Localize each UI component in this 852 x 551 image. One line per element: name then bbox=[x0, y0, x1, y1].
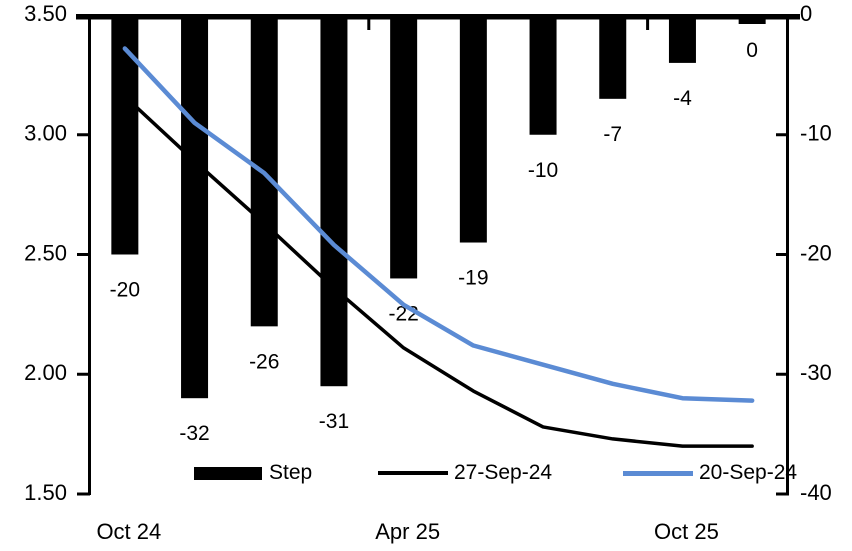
left-axis-tick-label: 3.50 bbox=[24, 1, 67, 26]
bar-value-label: -26 bbox=[249, 350, 279, 373]
bar-value-label: -7 bbox=[603, 123, 622, 146]
left-axis-tick-label: 3.00 bbox=[24, 121, 67, 146]
bar-value-label: -31 bbox=[319, 410, 349, 433]
right-axis-tick bbox=[776, 133, 789, 137]
right-axis-tick-label: -30 bbox=[800, 360, 832, 385]
x-axis-label: Oct 24 bbox=[96, 519, 161, 544]
right-axis-tick-label: 0 bbox=[800, 1, 812, 26]
bar-value-label: -4 bbox=[673, 87, 692, 110]
left-axis-tick bbox=[77, 133, 90, 137]
step-bar bbox=[529, 15, 557, 135]
bar-value-label: 0 bbox=[746, 39, 758, 62]
legend-label-step: Step bbox=[269, 461, 313, 484]
bar-value-label: -32 bbox=[179, 422, 209, 445]
line-27sep-swatch bbox=[378, 471, 448, 475]
bar-value-label: -19 bbox=[458, 267, 488, 290]
line-20-sep-24 bbox=[122, 46, 755, 403]
bar-value-label: -20 bbox=[110, 279, 140, 302]
x-axis-tick bbox=[646, 19, 650, 30]
left-axis-tick-label: 2.00 bbox=[24, 360, 67, 385]
step-bar bbox=[668, 15, 696, 63]
line-20sep-swatch bbox=[623, 470, 693, 476]
right-axis-tick bbox=[776, 492, 789, 496]
left-axis-tick-label: 1.50 bbox=[24, 480, 67, 505]
step-bar bbox=[459, 15, 487, 243]
x-axis-tick bbox=[367, 19, 371, 30]
legend-item-20sep: 20-Sep-24 bbox=[623, 461, 797, 485]
left-axis-tick-label: 2.50 bbox=[24, 240, 67, 265]
step-bar-swatch bbox=[194, 466, 262, 480]
right-axis-tick-label: -40 bbox=[800, 480, 832, 505]
top-axis-line bbox=[76, 14, 800, 20]
legend-item-step: Step bbox=[194, 461, 312, 485]
step-bar bbox=[320, 15, 348, 387]
legend-label-27sep: 27-Sep-24 bbox=[454, 461, 553, 484]
left-axis-tick bbox=[77, 253, 90, 256]
left-axis-tick bbox=[77, 372, 90, 376]
bar-value-label: -10 bbox=[528, 159, 558, 182]
x-axis-label: Oct 25 bbox=[654, 519, 719, 544]
right-axis-tick-label: -20 bbox=[800, 240, 832, 265]
line-27-sep-24 bbox=[123, 94, 754, 448]
x-axis-label: Apr 25 bbox=[375, 519, 440, 544]
step-bar bbox=[390, 15, 418, 279]
right-axis-tick bbox=[776, 372, 789, 376]
legend-item-27sep: 27-Sep-24 bbox=[378, 461, 552, 485]
step-bar bbox=[181, 15, 209, 399]
legend-label-20sep: 20-Sep-24 bbox=[699, 461, 798, 484]
right-axis-tick bbox=[776, 253, 789, 256]
step-bar bbox=[599, 15, 627, 99]
left-axis-tick bbox=[77, 492, 90, 496]
right-axis-tick-label: -10 bbox=[800, 121, 832, 146]
